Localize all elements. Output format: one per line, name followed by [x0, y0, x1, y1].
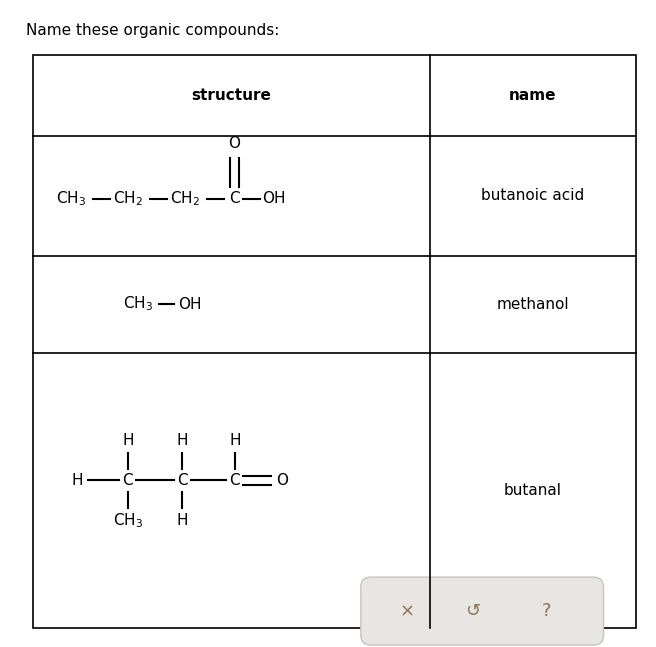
Text: OH: OH — [262, 192, 286, 206]
Text: C: C — [230, 473, 240, 488]
Text: C: C — [229, 192, 239, 206]
Text: H: H — [122, 433, 134, 448]
Text: C: C — [177, 473, 188, 488]
Text: ?: ? — [542, 602, 551, 620]
Text: H: H — [72, 473, 83, 488]
Text: methanol: methanol — [497, 296, 569, 312]
Text: name: name — [509, 88, 557, 103]
Text: ↺: ↺ — [464, 602, 480, 620]
Text: H: H — [176, 513, 188, 528]
Text: CH$_2$: CH$_2$ — [113, 190, 143, 208]
Text: O: O — [276, 473, 288, 488]
FancyBboxPatch shape — [361, 577, 604, 645]
Text: CH$_3$: CH$_3$ — [113, 511, 143, 530]
Text: O: O — [228, 137, 240, 151]
Text: Name these organic compounds:: Name these organic compounds: — [26, 23, 279, 38]
Text: C: C — [123, 473, 133, 488]
Text: structure: structure — [192, 88, 271, 103]
Text: CH$_3$: CH$_3$ — [123, 295, 153, 313]
Text: CH$_2$: CH$_2$ — [170, 190, 200, 208]
Text: ×: × — [399, 602, 415, 620]
Text: butanal: butanal — [504, 483, 562, 498]
Text: H: H — [229, 433, 241, 448]
Text: H: H — [176, 433, 188, 448]
Text: CH$_3$: CH$_3$ — [56, 190, 86, 208]
Text: butanoic acid: butanoic acid — [482, 188, 584, 203]
Text: OH: OH — [178, 296, 202, 312]
